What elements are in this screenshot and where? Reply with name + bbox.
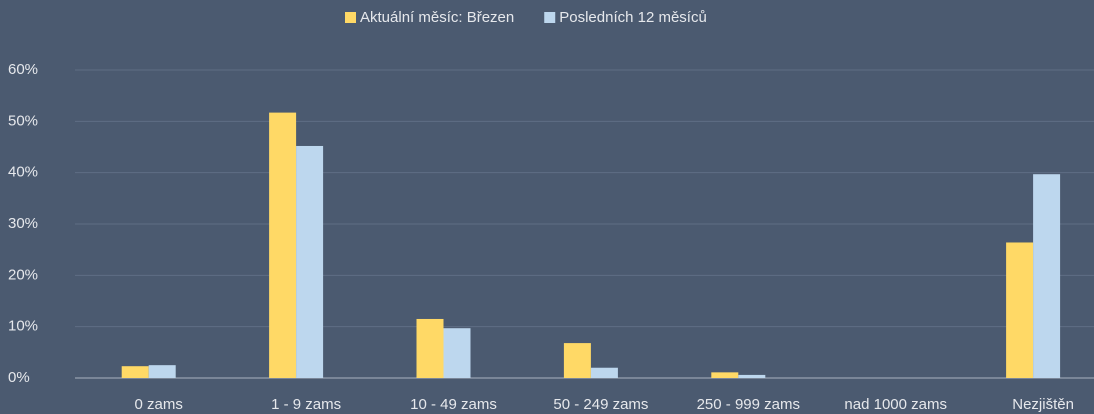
bar [1006,242,1034,378]
legend-swatch [345,12,356,23]
bar [711,372,739,378]
bar [269,112,297,379]
bar [443,328,471,378]
bar [1033,174,1061,378]
bar [563,343,591,378]
y-tick-label: 30% [8,215,38,232]
x-tick-label: 50 - 249 zams [553,396,648,413]
x-tick-label: 1 - 9 zams [271,396,341,413]
bar [590,367,618,378]
bar [148,365,176,378]
bar [121,366,149,378]
x-tick-label: 10 - 49 zams [410,396,497,413]
y-tick-label: 0% [8,369,30,386]
y-tick-label: 10% [8,318,38,335]
x-tick-label: nad 1000 zams [844,396,947,413]
legend-swatch [544,12,556,23]
y-tick-label: 20% [8,266,38,283]
x-tick-label: 250 - 999 zams [697,396,800,413]
legend-label: Aktuální měsíc: Březen [360,9,514,26]
y-tick-label: 40% [8,164,38,181]
y-tick-label: 60% [8,61,38,78]
x-tick-label: Nezjištěn [1012,396,1074,413]
x-tick-label: 0 zams [135,396,183,413]
bar [296,145,324,378]
bar [416,318,444,378]
y-tick-label: 50% [8,112,38,129]
legend-label: Posledních 12 měsíců [559,9,707,26]
bar [738,374,766,378]
